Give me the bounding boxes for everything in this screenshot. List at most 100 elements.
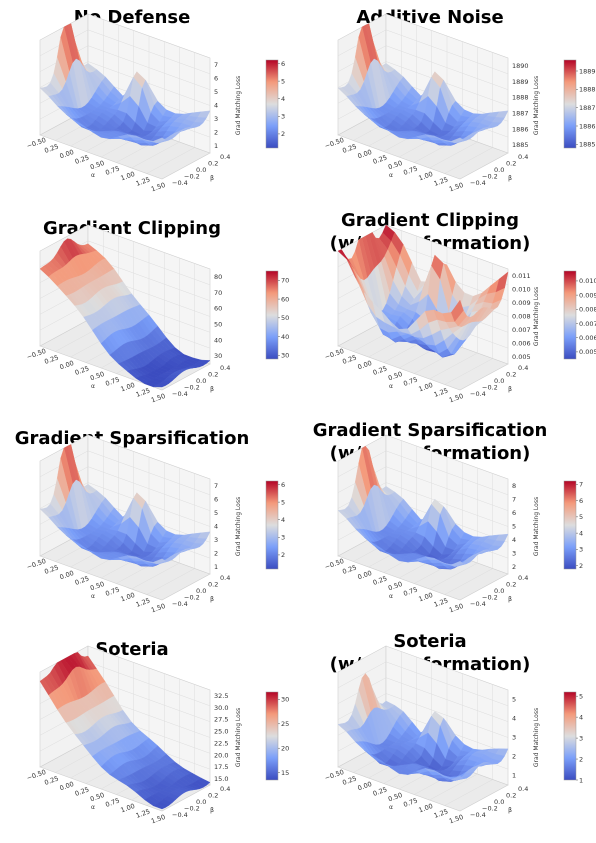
x-axis-label: α: [389, 593, 393, 600]
z-tick-label: 32.5: [214, 692, 228, 700]
y-tick-label: 0.2: [208, 792, 218, 800]
loss-surface: [39, 652, 211, 810]
colorbar-tick-label: 0.006: [579, 334, 596, 342]
x-tick-label: 0.00: [357, 569, 373, 581]
colorbar-gradient: [265, 59, 279, 149]
x-axis-label: α: [91, 172, 95, 179]
x-tick-label: 1.00: [120, 381, 136, 393]
panel-3: Gradient Clipping−0.500.250.000.250.500.…: [26, 218, 290, 404]
x-tick-label: 0.75: [104, 585, 120, 597]
x-tick-label: 0.50: [387, 791, 403, 803]
colorbar-tick-label: 4: [281, 95, 285, 103]
y-tick-label: −0.4: [172, 179, 188, 187]
x-tick-label: 0.25: [43, 353, 59, 365]
x-tick-label: 0.25: [43, 142, 59, 154]
z-tick-label: 2: [512, 563, 516, 571]
colorbar-gradient: [563, 270, 577, 360]
loss-surface: [337, 224, 509, 358]
z-tick-label: 17.5: [214, 763, 228, 771]
x-tick-label: 0.75: [402, 585, 418, 597]
y-axis: 0.40.20.0−0.2−0.4 β: [470, 153, 528, 187]
colorbar-gradient: [563, 480, 577, 570]
colorbar-tick-label: 3: [281, 113, 285, 121]
y-tick-label: 0.4: [518, 153, 528, 161]
x-tick-label: 1.00: [120, 802, 136, 814]
z-tick-label: 4: [512, 715, 516, 723]
y-axis: 0.40.20.0−0.2−0.4 β: [172, 153, 230, 187]
x-tick-label: 0.25: [341, 774, 357, 786]
y-tick-label: 0.2: [208, 160, 218, 168]
x-axis-label: α: [389, 383, 393, 390]
gridline: [444, 147, 493, 174]
x-tick-label: 1.25: [135, 807, 151, 819]
z-axis: 2 3 4 5 6 7 8 Grad Matching Loss: [512, 482, 540, 571]
z-tick-label: 7: [214, 61, 218, 69]
panel-title-line-1: Soteria: [393, 631, 466, 652]
x-tick-label: 0.00: [59, 780, 75, 792]
y-tick-label: −0.4: [470, 811, 486, 819]
y-tick-label: 0.4: [220, 785, 230, 793]
y-axis: 0.40.20.0−0.2−0.4 β: [172, 364, 230, 398]
z-tick-label: 2: [214, 550, 218, 558]
panel-8: Soteria(w/ Transformation)−0.500.250.000…: [324, 631, 584, 825]
gridline: [429, 773, 478, 801]
y-tick-label: 0.0: [494, 377, 504, 385]
colorbar: 30 40 50 60 70: [265, 270, 289, 360]
z-tick-label: 3: [512, 734, 516, 742]
x-tick-label: 1.50: [150, 602, 166, 614]
colorbar-tick-label: 3: [281, 534, 285, 542]
z-tick-label: 0.006: [512, 340, 531, 348]
z-axis: 30 40 50 60 70 80: [214, 273, 222, 360]
loss-surface: [39, 23, 211, 146]
colorbar-tick-label: 30: [281, 696, 289, 704]
x-tick-label: 1.25: [433, 175, 449, 187]
z-tick-label: 0.010: [512, 285, 531, 293]
z-axis: 15.0 17.5 20.0 22.5 25.0 27.5 30.0 32.5 Grad Mat…: [214, 692, 242, 783]
x-axis-label: α: [91, 383, 95, 390]
colorbar-tick-label: 2: [281, 130, 285, 138]
y-tick-label: −0.4: [470, 179, 486, 187]
x-tick-label: 1.25: [135, 175, 151, 187]
x-tick-label: 0.25: [74, 364, 90, 376]
x-tick-label: 0.75: [104, 164, 120, 176]
colorbar-tick-label: 1889: [579, 67, 596, 75]
z-tick-label: 22.5: [214, 739, 228, 747]
panel-1: No Defense−0.500.250.000.250.500.751.001…: [26, 7, 286, 193]
x-tick-label: 0.50: [387, 370, 403, 382]
y-tick-label: 0.4: [220, 574, 230, 582]
z-tick-label: 15.0: [214, 775, 228, 783]
colorbar-gradient: [563, 59, 577, 149]
colorbar-tick-label: 20: [281, 745, 289, 753]
colorbar-tick-label: 2: [281, 551, 285, 559]
surface-cell: [450, 137, 464, 144]
z-tick-label: 7: [214, 482, 218, 490]
x-tick-label: 0.50: [89, 159, 105, 171]
y-tick-label: 0.4: [220, 153, 230, 161]
y-tick-label: 0.2: [506, 581, 516, 589]
z-axis-label: Grad Matching Loss: [235, 708, 242, 767]
z-tick-label: 1: [512, 772, 516, 780]
y-tick-label: 0.0: [196, 377, 206, 385]
z-tick-label: 80: [214, 273, 222, 281]
z-axis: 0.005 0.006 0.007 0.008 0.009 0.010 0.011Grad …: [512, 272, 540, 361]
colorbar-gradient: [563, 691, 577, 781]
z-tick-label: 1886: [512, 125, 529, 133]
x-tick-label: 0.25: [341, 563, 357, 575]
gridline: [337, 661, 387, 689]
loss-surface: [337, 23, 509, 146]
z-axis-label: Grad Matching Loss: [235, 497, 242, 556]
y-axis-label: β: [210, 386, 214, 393]
y-tick-label: 0.0: [494, 166, 504, 174]
x-axis-label: α: [389, 804, 393, 811]
panel-title-line-1: Soteria: [95, 639, 168, 660]
panel-2: Additive Noise−0.500.250.000.250.500.751…: [324, 7, 596, 193]
y-tick-label: 0.2: [506, 371, 516, 379]
z-tick-label: 1889: [512, 78, 529, 86]
colorbar-tick-label: 6: [579, 497, 583, 505]
z-tick-label: 0.007: [512, 326, 531, 334]
colorbar-tick-label: 3: [579, 546, 583, 554]
x-tick-label: 0.50: [387, 580, 403, 592]
colorbar-tick-label: 1887: [579, 104, 596, 112]
z-tick-label: 0.011: [512, 272, 531, 280]
x-tick-label: 1.25: [433, 596, 449, 608]
